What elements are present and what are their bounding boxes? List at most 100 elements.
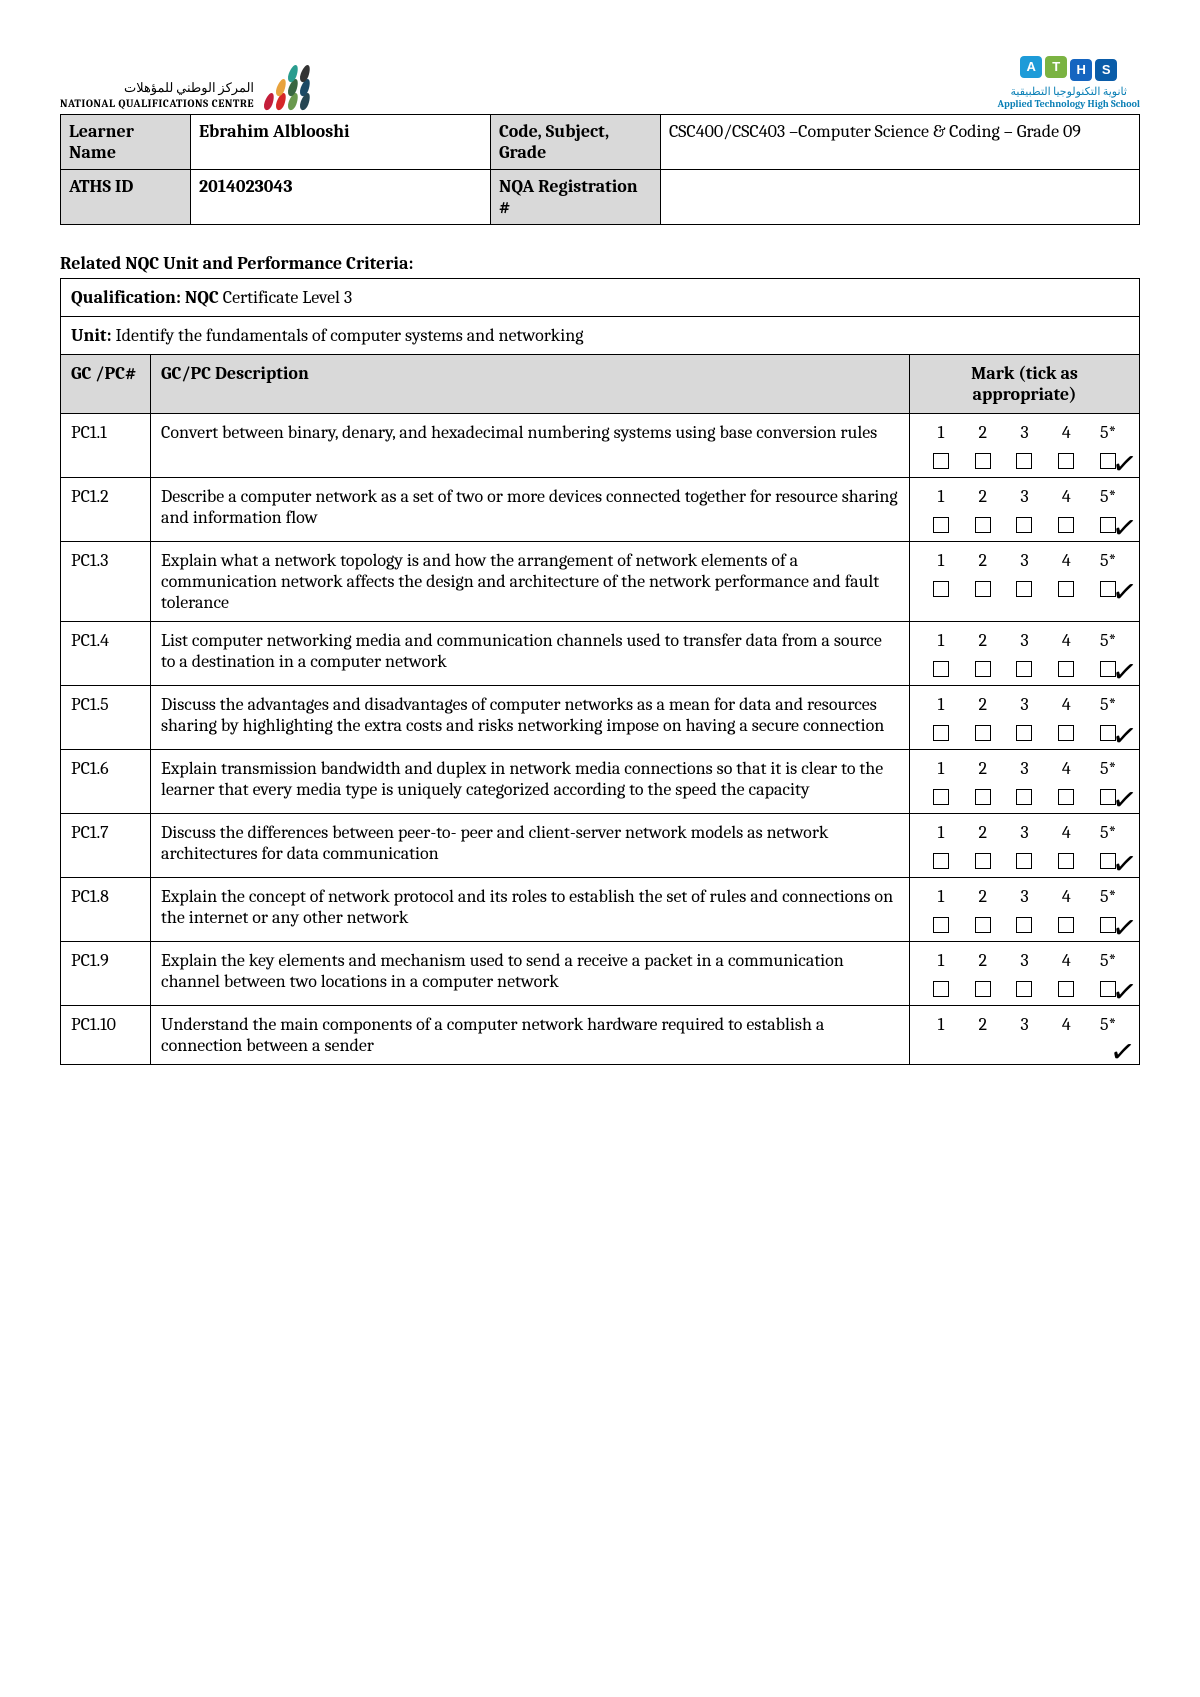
checkbox[interactable] xyxy=(1058,661,1074,677)
mark-number: 1 xyxy=(920,822,962,843)
mark-number: 3 xyxy=(1004,822,1046,843)
nqc-logo: المركز الوطني للمؤهلات NATIONAL QUALIFIC… xyxy=(60,40,318,110)
aths-id-label: ATHS ID xyxy=(61,170,191,225)
mark-number: 4 xyxy=(1045,550,1087,571)
checkbox[interactable] xyxy=(933,981,949,997)
checkbox[interactable] xyxy=(933,453,949,469)
mark-number: 5* xyxy=(1087,950,1129,971)
checkbox[interactable] xyxy=(933,917,949,933)
checkbox[interactable] xyxy=(1058,853,1074,869)
pc-id: PC1.1 xyxy=(61,414,151,478)
criteria-row: PC1.2Describe a computer network as a se… xyxy=(61,478,1140,542)
checkbox[interactable] xyxy=(933,725,949,741)
checkbox[interactable] xyxy=(1100,453,1116,469)
checkbox[interactable] xyxy=(1100,981,1116,997)
criteria-row: PC1.7Discuss the differences between pee… xyxy=(61,814,1140,878)
mark-number: 2 xyxy=(962,422,1004,443)
mark-number: 4 xyxy=(1045,886,1087,907)
checkbox[interactable] xyxy=(1016,917,1032,933)
mark-number: 5* xyxy=(1087,486,1129,507)
checkbox[interactable] xyxy=(975,981,991,997)
checkbox[interactable] xyxy=(1100,517,1116,533)
aths-english: Applied Technology High School xyxy=(997,98,1140,110)
checkbox[interactable] xyxy=(975,581,991,597)
checkbox[interactable] xyxy=(933,853,949,869)
learner-name-label: Learner Name xyxy=(61,115,191,170)
mark-number: 4 xyxy=(1045,694,1087,715)
pc-description: List computer networking media and commu… xyxy=(151,622,910,686)
checkbox[interactable] xyxy=(1100,917,1116,933)
checkbox[interactable] xyxy=(933,581,949,597)
checkbox[interactable] xyxy=(1016,981,1032,997)
pc-id: PC1.5 xyxy=(61,686,151,750)
checkbox[interactable] xyxy=(975,789,991,805)
checkbox[interactable] xyxy=(1058,789,1074,805)
pc-id: PC1.2 xyxy=(61,478,151,542)
checkbox[interactable] xyxy=(1016,581,1032,597)
checkbox[interactable] xyxy=(975,917,991,933)
checkbox[interactable] xyxy=(933,789,949,805)
code-subject-value: CSC400/CSC403 –Computer Science & Coding… xyxy=(661,115,1140,170)
checkbox[interactable] xyxy=(1016,853,1032,869)
checkbox[interactable] xyxy=(933,517,949,533)
mark-number: 3 xyxy=(1004,486,1046,507)
pc-description: Explain the concept of network protocol … xyxy=(151,878,910,942)
checkbox[interactable] xyxy=(1100,789,1116,805)
qualification-row: Qualification: NQC Certificate Level 3 xyxy=(61,279,1140,317)
mark-cell: 12345*✓ xyxy=(910,414,1140,478)
checkbox[interactable] xyxy=(1016,789,1032,805)
nqa-reg-value xyxy=(661,170,1140,225)
pc-description: Explain transmission bandwidth and duple… xyxy=(151,750,910,814)
criteria-row: PC1.9Explain the key elements and mechan… xyxy=(61,942,1140,1006)
mark-cell: 12345*✓ xyxy=(910,750,1140,814)
checkbox[interactable] xyxy=(975,853,991,869)
checkbox[interactable] xyxy=(1016,661,1032,677)
checkbox[interactable] xyxy=(975,517,991,533)
aths-badge-t: T xyxy=(1045,56,1067,78)
checkbox[interactable] xyxy=(1058,981,1074,997)
mark-number: 1 xyxy=(920,1014,962,1035)
checkbox[interactable] xyxy=(1016,453,1032,469)
checkbox[interactable] xyxy=(1016,517,1032,533)
mark-number: 5* xyxy=(1087,822,1129,843)
learner-info-table: Learner Name Ebrahim Alblooshi Code, Sub… xyxy=(60,114,1140,225)
checkbox[interactable] xyxy=(1016,725,1032,741)
checkbox[interactable] xyxy=(1100,725,1116,741)
checkbox[interactable] xyxy=(975,453,991,469)
mark-number: 2 xyxy=(962,950,1004,971)
checkbox[interactable] xyxy=(1058,581,1074,597)
checkbox[interactable] xyxy=(1100,581,1116,597)
mark-number: 1 xyxy=(920,694,962,715)
mark-number: 1 xyxy=(920,950,962,971)
mark-number: 1 xyxy=(920,886,962,907)
checkbox[interactable] xyxy=(1058,517,1074,533)
pc-description: Understand the main components of a comp… xyxy=(151,1006,910,1065)
checkbox[interactable] xyxy=(975,725,991,741)
checkbox[interactable] xyxy=(975,661,991,677)
header-desc: GC/PC Description xyxy=(151,355,910,414)
criteria-row: PC1.5Discuss the advantages and disadvan… xyxy=(61,686,1140,750)
criteria-row: PC1.3Explain what a network topology is … xyxy=(61,542,1140,622)
mark-number: 4 xyxy=(1045,486,1087,507)
checkbox[interactable] xyxy=(1100,853,1116,869)
criteria-row: PC1.8Explain the concept of network prot… xyxy=(61,878,1140,942)
mark-number: 2 xyxy=(962,758,1004,779)
section-title: Related NQC Unit and Performance Criteri… xyxy=(60,253,1140,274)
checkbox[interactable] xyxy=(1058,917,1074,933)
pc-id: PC1.9 xyxy=(61,942,151,1006)
mark-cell: 12345*✓ xyxy=(910,814,1140,878)
checkbox[interactable] xyxy=(1100,661,1116,677)
nqc-arabic: المركز الوطني للمؤهلات xyxy=(60,81,254,97)
mark-number: 4 xyxy=(1045,950,1087,971)
pc-id: PC1.8 xyxy=(61,878,151,942)
mark-number: 5* xyxy=(1087,694,1129,715)
pc-id: PC1.3 xyxy=(61,542,151,622)
mark-cell: 12345*✓ xyxy=(910,686,1140,750)
checkbox[interactable] xyxy=(933,661,949,677)
checkbox[interactable] xyxy=(1058,453,1074,469)
mark-cell: ✓12345* xyxy=(910,1006,1140,1065)
mark-number: 1 xyxy=(920,630,962,651)
pc-description: Convert between binary, denary, and hexa… xyxy=(151,414,910,478)
mark-number: 3 xyxy=(1004,630,1046,651)
checkbox[interactable] xyxy=(1058,725,1074,741)
